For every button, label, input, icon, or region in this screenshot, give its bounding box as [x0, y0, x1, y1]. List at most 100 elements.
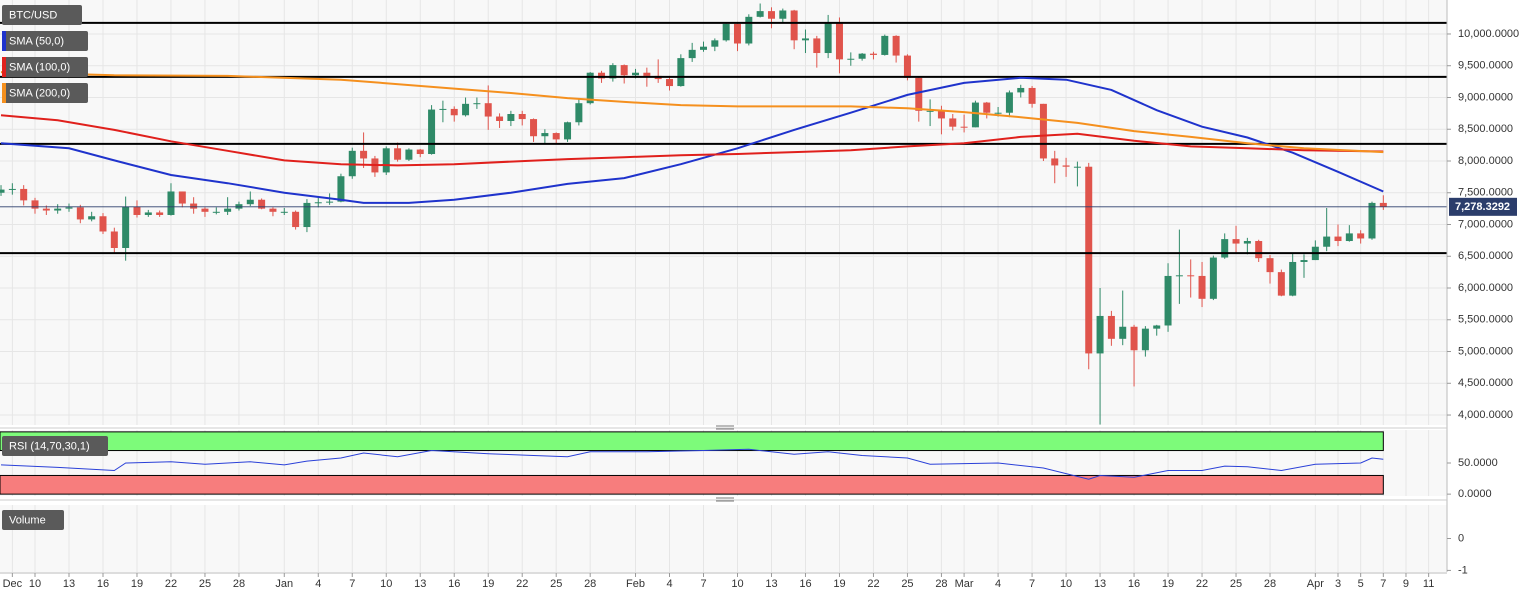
candle-body — [280, 211, 288, 213]
candle-body — [326, 201, 334, 203]
candle-body — [496, 116, 504, 121]
candle-body — [779, 10, 787, 19]
rsi-band — [0, 474, 1384, 495]
y-tick-label: 50.0000 — [1458, 457, 1498, 469]
y-tick-label: 10,000.0000 — [1458, 28, 1519, 40]
y-tick-label: -1 — [1458, 564, 1468, 576]
resize-handle[interactable] — [716, 425, 734, 430]
y-tick-label: 7,000.0000 — [1458, 218, 1513, 230]
legend-label: SMA (200,0) — [9, 87, 70, 99]
grid — [0, 0, 1447, 572]
last-price-box — [1449, 197, 1517, 216]
candle-body — [303, 202, 311, 228]
x-tick-label: 19 — [1162, 578, 1174, 590]
legend-swatch — [2, 57, 6, 77]
x-tick-label: 4 — [666, 578, 672, 590]
candle-body — [609, 65, 617, 79]
legend-box[interactable] — [2, 83, 88, 103]
candle-body — [1255, 241, 1263, 259]
candle-body — [246, 199, 254, 205]
y-tick-label: 5,500.0000 — [1458, 314, 1513, 326]
candle-body — [428, 109, 436, 155]
x-tick-label: 25 — [901, 578, 913, 590]
candle-body — [881, 35, 889, 55]
candle-body — [1107, 315, 1115, 339]
candle-body — [745, 16, 753, 44]
candle-body — [903, 55, 911, 78]
candle-body — [575, 103, 583, 123]
sma-line — [0, 76, 1384, 204]
candle-body — [801, 38, 809, 41]
x-tick-label: 7 — [1380, 578, 1386, 590]
legend-box[interactable] — [2, 436, 108, 456]
candle-body — [1005, 92, 1013, 113]
sma-line — [0, 114, 1384, 167]
candle-body — [76, 207, 84, 220]
candle-body — [42, 208, 50, 211]
candle-body — [405, 149, 413, 160]
candle-body — [530, 119, 538, 137]
rsi-band — [0, 431, 1384, 452]
candle-body — [484, 103, 492, 117]
candle-body — [983, 102, 991, 113]
candle-body — [767, 11, 775, 19]
x-tick-label: 22 — [1196, 578, 1208, 590]
legend-box[interactable] — [2, 510, 64, 530]
legend-box[interactable] — [2, 57, 88, 77]
x-tick-label: 25 — [199, 578, 211, 590]
candle-body — [450, 108, 458, 116]
candle-body — [1368, 202, 1376, 239]
last-price-label: 7,278.3292 — [1455, 201, 1510, 213]
legend-box[interactable] — [2, 31, 88, 51]
candle-body — [813, 38, 821, 54]
candle-body — [949, 118, 957, 127]
candle-body — [1017, 87, 1025, 93]
x-tick-label: 10 — [29, 578, 41, 590]
candle-body — [1243, 241, 1251, 244]
candle-body — [1232, 239, 1240, 244]
y-tick-label: 8,000.0000 — [1458, 155, 1513, 167]
candle-body — [190, 203, 198, 209]
y-tick-label: 4,000.0000 — [1458, 409, 1513, 421]
candle-body — [178, 191, 186, 204]
candle-body — [1039, 103, 1047, 159]
candle-body — [711, 40, 719, 47]
candle-body — [733, 23, 741, 44]
candle-body — [133, 206, 141, 215]
candle-body — [462, 103, 470, 116]
x-tick-label: 13 — [63, 578, 75, 590]
candle-body — [1323, 236, 1331, 247]
candle-body — [156, 212, 164, 215]
x-tick-label: 7 — [1029, 578, 1035, 590]
legend-swatch — [2, 83, 6, 103]
legend-label: Volume — [9, 514, 46, 526]
candle-body — [99, 216, 107, 232]
candle-body — [756, 11, 764, 17]
legend-box[interactable] — [2, 5, 82, 25]
candle-body — [20, 188, 28, 201]
candle-body — [915, 77, 923, 111]
candle-body — [564, 122, 572, 140]
x-tick-label: 28 — [935, 578, 947, 590]
candle-body — [8, 188, 16, 190]
candle-body — [416, 149, 424, 155]
x-tick-label: Jan — [275, 578, 293, 590]
x-tick-label: 16 — [97, 578, 109, 590]
x-tick-label: 9 — [1403, 578, 1409, 590]
resize-handle[interactable] — [716, 497, 734, 502]
candle-body — [892, 35, 900, 56]
candle-body — [643, 72, 651, 76]
candle-body — [858, 53, 866, 59]
candle-body — [586, 72, 594, 104]
candle-body — [258, 199, 266, 209]
legend-label: RSI (14,70,30,1) — [9, 440, 90, 452]
x-tick-label: 13 — [1094, 578, 1106, 590]
x-tick-label: 25 — [550, 578, 562, 590]
x-tick-label: 28 — [233, 578, 245, 590]
x-tick-label: 7 — [700, 578, 706, 590]
candle-body — [869, 53, 877, 55]
candle-body — [1379, 202, 1387, 207]
x-tick-label: Apr — [1307, 578, 1324, 590]
y-tick-label: 6,500.0000 — [1458, 250, 1513, 262]
